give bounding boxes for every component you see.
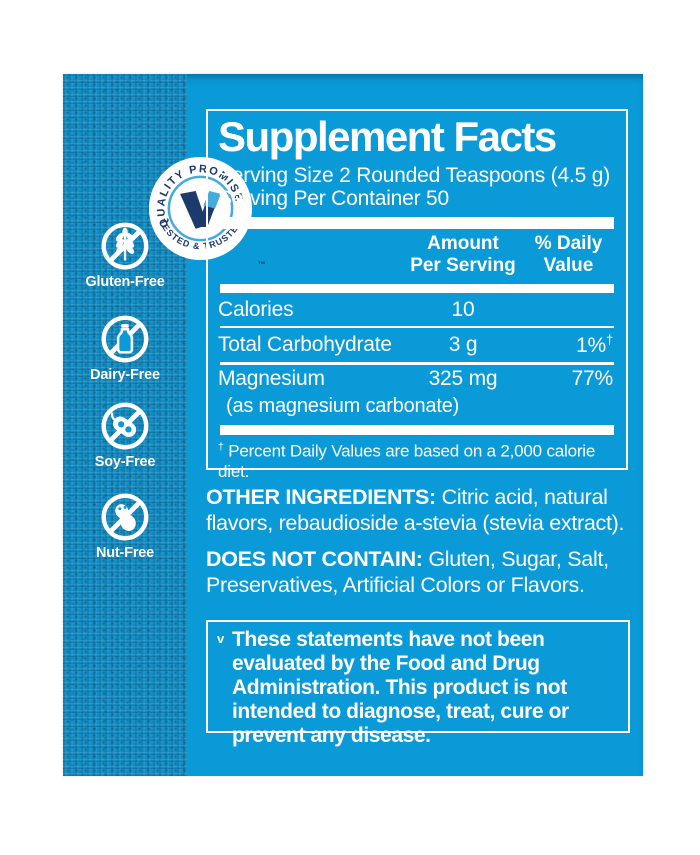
header-amount: Amount Per Serving — [410, 233, 516, 276]
milk-bottle-glyph — [116, 324, 134, 354]
soy-free-seal: Soy-Free — [63, 401, 187, 470]
does-not-contain-text: Gluten, Sugar, Salt, Preservatives, Arti… — [206, 547, 609, 597]
panel-title: Supplement Facts — [218, 113, 557, 160]
separator-bar — [220, 217, 614, 229]
disclaimer-v-mark: v — [217, 631, 224, 646]
blue-label-background: QUALITY PROMISE TESTED & TRUSTED ® ™ — [63, 74, 643, 776]
table-row-carbohydrate: Total Carbohydrate 3 g 1%† — [218, 332, 613, 357]
dagger-mark: † — [605, 332, 613, 347]
table-row-calories: Calories 10 — [218, 297, 475, 321]
gluten-free-seal: Gluten-Free — [63, 221, 187, 290]
fda-disclaimer-text: v These statements have not been evaluate… — [217, 628, 569, 747]
dagger-mark: † — [218, 441, 224, 453]
other-ingredients-paragraph: OTHER INGREDIENTS: Citric acid, natural … — [206, 484, 644, 536]
header-daily-value: % Daily Value — [534, 233, 603, 276]
supplement-facts-panel: Supplement Facts Serving Size 2 Rounded … — [206, 109, 628, 481]
magnesium-source-note: (as magnesium carbonate) — [226, 395, 460, 417]
nut-free-label: Nut-Free — [95, 545, 154, 561]
serving-size: Serving Size 2 Rounded Teaspoons (4.5 g) — [218, 164, 611, 187]
fda-disclaimer-box: v These statements have not been evaluate… — [206, 620, 630, 747]
peanut-glyph — [115, 504, 136, 531]
gluten-free-label: Gluten-Free — [85, 274, 165, 290]
row-divider — [220, 326, 614, 328]
separator-bar — [220, 284, 614, 293]
does-not-contain-paragraph: DOES NOT CONTAIN: Gluten, Sugar, Salt, P… — [206, 546, 644, 598]
row-divider — [220, 362, 614, 365]
wheat-glyph — [115, 227, 135, 261]
table-row-magnesium: Magnesium 325 mg 77% — [218, 367, 613, 390]
soy-free-label: Soy-Free — [94, 454, 156, 470]
separator-bar — [220, 425, 614, 435]
soy-pod-glyph — [110, 412, 137, 438]
daily-value-footnote: † Percent Daily Values are based on a 2,… — [218, 441, 596, 481]
dairy-free-label: Dairy-Free — [90, 367, 160, 383]
table-header-row: Amount Per Serving % Daily Value — [218, 233, 616, 277]
badge-trademark-mark: ™ — [257, 260, 266, 269]
other-ingredients-lead: OTHER INGREDIENTS: — [206, 485, 436, 509]
other-ingredients-text: Citric acid, natural flavors, rebaudiosi… — [206, 485, 625, 535]
nut-free-seal: Nut-Free — [63, 492, 187, 561]
does-not-contain-lead: DOES NOT CONTAIN: — [206, 547, 423, 571]
dairy-free-icon — [101, 315, 149, 363]
nut-free-icon — [101, 493, 149, 541]
soy-free-icon — [101, 402, 149, 450]
servings-per-container: Serving Per Container 50 — [218, 187, 449, 210]
v-logo-icon — [180, 190, 221, 229]
gluten-free-icon — [101, 222, 149, 270]
dairy-free-seal: Dairy-Free — [63, 314, 187, 383]
serving-info: Serving Size 2 Rounded Teaspoons (4.5 g)… — [218, 164, 616, 210]
